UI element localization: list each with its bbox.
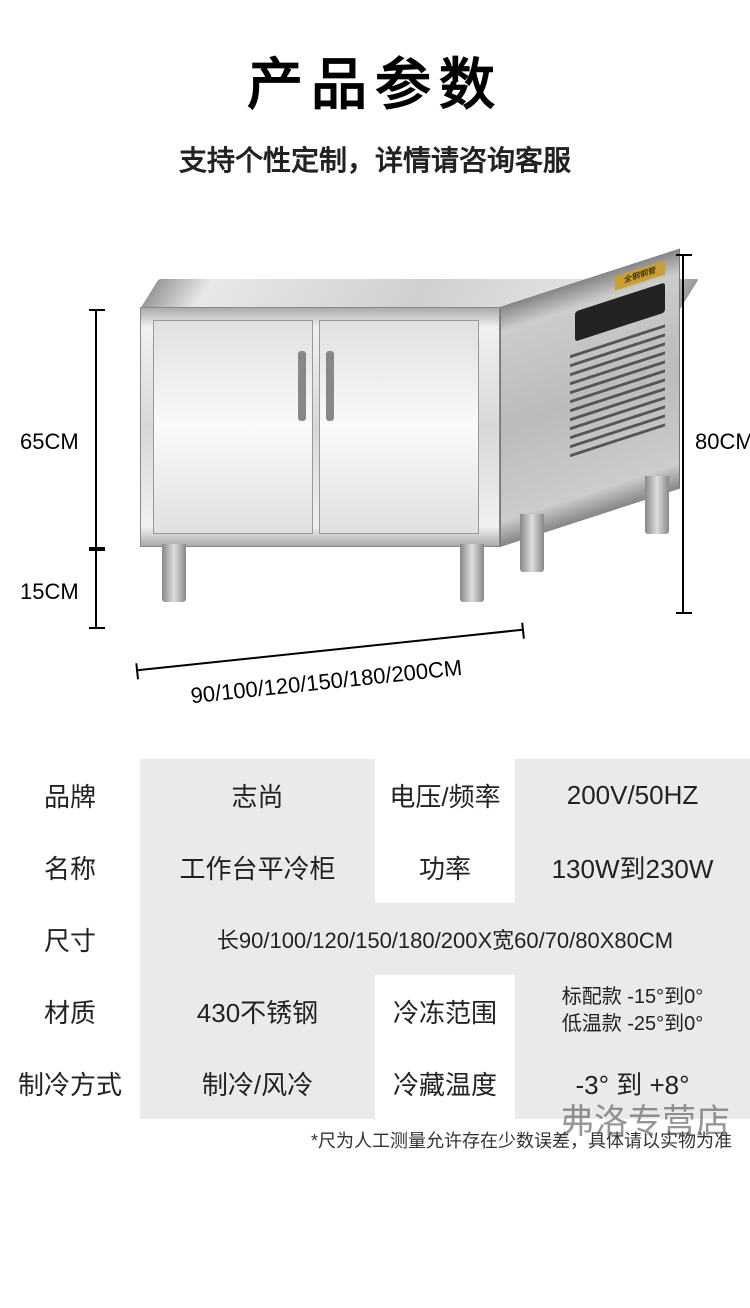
spec-label: 冷冻范围 [375, 975, 515, 1047]
page-title: 产品参数 [20, 40, 730, 121]
spec-value: 制冷/风冷 [140, 1047, 375, 1119]
spec-value: 长90/100/120/150/180/200X宽60/70/80X80CM [140, 903, 750, 975]
dim-line-body-height [95, 309, 97, 549]
dim-label-width: 90/100/120/150/180/200CM [189, 655, 463, 709]
spec-label: 冷藏温度 [375, 1047, 515, 1119]
table-row: 材质430不锈钢冷冻范围标配款 -15°到0°低温款 -25°到0° [0, 975, 750, 1047]
spec-value: 工作台平冷柜 [140, 831, 375, 903]
header-section: 产品参数 支持个性定制，详情请咨询客服 [0, 0, 750, 199]
measurement-footnote: *尺为人工测量允许存在少数误差，具体请以实物为准 [0, 1119, 750, 1153]
table-row: 尺寸长90/100/120/150/180/200X宽60/70/80X80CM [0, 903, 750, 975]
table-row: 名称工作台平冷柜功率130W到230W [0, 831, 750, 903]
fridge-illustration: 全钢钢管 [140, 279, 680, 579]
spec-label: 材质 [0, 975, 140, 1047]
spec-label: 尺寸 [0, 903, 140, 975]
spec-value: 标配款 -15°到0°低温款 -25°到0° [515, 975, 750, 1047]
spec-value: 志尚 [140, 759, 375, 831]
vent-grille [570, 324, 665, 465]
spec-value: -3° 到 +8° [515, 1047, 750, 1119]
table-row: 品牌志尚电压/频率200V/50HZ [0, 759, 750, 831]
dim-label-total-height: 80CM [695, 429, 750, 455]
dim-line-width [136, 629, 524, 672]
dim-label-body-height: 65CM [20, 429, 79, 455]
spec-value: 200V/50HZ [515, 759, 750, 831]
spec-label: 品牌 [0, 759, 140, 831]
spec-table: 品牌志尚电压/频率200V/50HZ名称工作台平冷柜功率130W到230W尺寸长… [0, 759, 750, 1119]
spec-label: 制冷方式 [0, 1047, 140, 1119]
dim-line-leg-height [95, 549, 97, 629]
dim-line-total-height [682, 254, 684, 614]
page-subtitle: 支持个性定制，详情请咨询客服 [20, 139, 730, 179]
spec-value: 130W到230W [515, 831, 750, 903]
spec-label: 功率 [375, 831, 515, 903]
dim-label-leg-height: 15CM [20, 579, 79, 605]
product-dimension-diagram: 全钢钢管 65CM 15CM 80CM 90/100/120/150/180/2… [0, 199, 750, 759]
spec-value: 430不锈钢 [140, 975, 375, 1047]
spec-label: 名称 [0, 831, 140, 903]
table-row: 制冷方式制冷/风冷冷藏温度-3° 到 +8° [0, 1047, 750, 1119]
spec-label: 电压/频率 [375, 759, 515, 831]
